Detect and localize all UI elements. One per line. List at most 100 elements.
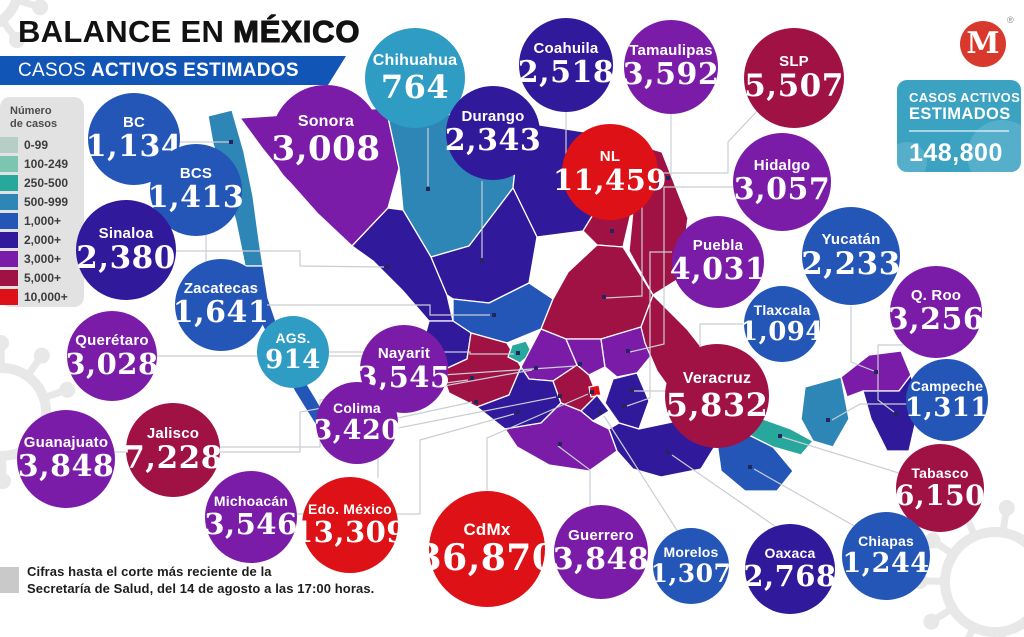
legend-item: 3,000+ [0, 249, 84, 268]
state-value-label: 6,150 [894, 478, 986, 512]
state-name-label: Chiapas [858, 533, 914, 550]
state-value-label: 3,546 [204, 507, 298, 542]
legend-label: 0-99 [24, 137, 49, 152]
state-name-label: Chihuahua [372, 51, 458, 69]
state-value-label: 2,233 [801, 245, 901, 282]
summary-label-line2: ESTIMADOS [909, 105, 1011, 123]
state-value-label: 3,592 [622, 57, 720, 93]
state-name-label: Tamaulipas [629, 42, 713, 60]
leader-line [397, 401, 473, 419]
state-value-label: 4,031 [669, 252, 767, 288]
state-name-label: Jalisco [146, 424, 200, 442]
page-title-prefix: BALANCE EN [18, 14, 234, 49]
state-name-label: Yucatán [821, 230, 881, 248]
state-value-label: 11,459 [553, 162, 667, 197]
state-bubble-chihuahua: Chihuahua 764 [365, 28, 465, 128]
leader-line [176, 250, 385, 268]
state-name-label: Tlaxcala [753, 301, 811, 318]
state-bubble-coahuila: Coahuila 2,518 [518, 18, 614, 112]
state-bubble-jalisco: Jalisco 7,228 [123, 403, 222, 497]
legend-label: 2,000+ [24, 232, 62, 247]
state-value-label: 3,848 [552, 542, 650, 578]
state-value-label: 36,870 [416, 537, 558, 580]
leader-line [753, 468, 857, 528]
state-value-label: 3,057 [733, 172, 831, 208]
state-value-label: 3,420 [313, 415, 401, 447]
legend-swatch [0, 288, 18, 305]
state-name-label: SLP [779, 52, 809, 70]
leader-line [671, 454, 777, 528]
page-title-emphasis: MÉXICO [233, 13, 361, 49]
state-bubble-hidalgo: Hidalgo 3,057 [733, 133, 831, 231]
state-name-label: Guerrero [568, 527, 634, 545]
state-marker-dot [598, 410, 602, 414]
state-value-label: 3,848 [17, 449, 115, 485]
state-bubble-guanajuato: Guanajuato 3,848 [17, 410, 115, 508]
state-marker-dot [666, 176, 670, 180]
page-title: BALANCE EN MÉXICO [18, 13, 361, 50]
state-marker-dot [630, 388, 634, 392]
state-name-label: Durango [461, 108, 525, 126]
state-marker-dot [622, 404, 626, 408]
state-bubble-tlaxcala: Tlaxcala 1,094 [740, 286, 823, 362]
state-name-label: Sinaloa [98, 224, 154, 242]
state-name-label: Hidalgo [753, 157, 811, 175]
leader-line [831, 403, 906, 421]
legend-item: 2,000+ [0, 230, 84, 249]
state-name-label: Q. Roo [910, 287, 962, 305]
state-marker-dot [558, 442, 562, 446]
leader-line [605, 109, 759, 299]
legend-swatch [0, 193, 18, 210]
state-marker-dot [474, 400, 478, 404]
legend-label: 500-999 [24, 194, 69, 209]
state-name-label: NL [599, 147, 621, 165]
state-bubble-cdmx: CdMx 36,870 [417, 491, 557, 607]
summary-total: 148,800 [909, 139, 1003, 167]
legend-label: 5,000+ [24, 270, 62, 285]
state-value-label: 1,307 [650, 559, 732, 589]
legend-title: Número de casos [10, 105, 58, 130]
state-marker-dot [874, 370, 878, 374]
state-bubble-colima: Colima 3,420 [313, 382, 401, 464]
state-marker-dot [778, 434, 782, 438]
state-bubble-sinaloa: Sinaloa 2,380 [76, 200, 176, 300]
state-name-label: AGS. [275, 329, 311, 346]
legend-label: 250-500 [24, 175, 69, 190]
state-bubble-ags: AGS. 914 [257, 316, 329, 388]
state-bubble-slp: SLP 5,507 [744, 28, 844, 128]
footer-line2: Secretaría de Salud, del 14 de agosto a … [27, 581, 375, 597]
state-marker-dot [470, 376, 474, 380]
subtitle-emphasis: ACTIVOS ESTIMADOS [91, 59, 299, 81]
state-name-label: BC [122, 114, 146, 132]
state-value-label: 5,832 [665, 385, 769, 424]
state-marker-dot [558, 394, 562, 398]
state-name-label: Sonora [297, 112, 355, 130]
state-marker-dot [826, 418, 830, 422]
state-bubble-guerrero: Guerrero 3,848 [552, 505, 650, 599]
state-value-label: 764 [380, 67, 450, 106]
state-marker-dot [626, 349, 630, 353]
state-name-label: Michoacán [213, 493, 289, 510]
state-value-label: 3,028 [65, 346, 159, 381]
leader-line [267, 304, 490, 316]
state-name-label: Edo. México [308, 501, 392, 518]
map-state-qroo [862, 374, 920, 452]
state-value-label: 914 [265, 344, 321, 375]
legend-swatch [0, 250, 18, 267]
state-value-label: 1,413 [147, 180, 245, 216]
registered-mark: ® [1007, 15, 1014, 25]
legend-swatch [0, 174, 18, 191]
state-name-label: BCS [179, 165, 213, 183]
subtitle-text: CASOS ACTIVOS ESTIMADOS [18, 60, 299, 82]
legend-label: 3,000+ [24, 251, 62, 266]
state-bubble-q-roo: Q. Roo 3,256 [887, 266, 985, 358]
legend-item: 1,000+ [0, 211, 84, 230]
state-value-label: 3,256 [887, 302, 985, 338]
milenio-logo: M [960, 21, 1006, 67]
legend-label: 100-249 [24, 156, 69, 171]
leader-line [626, 251, 672, 407]
legend-label: 10,000+ [24, 289, 68, 304]
state-name-label: Morelos [663, 544, 719, 561]
state-marker-dot [229, 140, 233, 144]
state-bubble-querétaro: Querétaro 3,028 [65, 311, 159, 401]
